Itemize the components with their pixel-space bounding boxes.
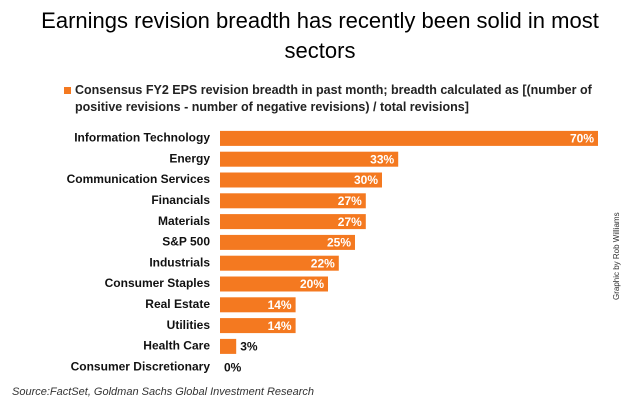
value-label: 70% — [570, 132, 594, 146]
bar — [220, 214, 366, 230]
y-tick-label: Materials — [158, 214, 210, 228]
value-label: 25% — [327, 236, 351, 250]
source: Source:FactSet, Goldman Sachs Global Inv… — [12, 386, 315, 398]
value-label: 20% — [300, 277, 324, 291]
y-tick-label: Industrials — [149, 255, 210, 269]
bar — [220, 255, 339, 271]
bar — [220, 297, 296, 313]
bar — [220, 193, 366, 209]
bar — [220, 151, 399, 167]
y-tick-label: Financials — [151, 193, 210, 207]
y-tick-label: Utilities — [167, 318, 211, 332]
bar — [220, 276, 328, 292]
y-tick-label: Health Care — [143, 339, 210, 353]
y-tick-label: Real Estate — [145, 297, 210, 311]
value-label: 3% — [240, 340, 258, 354]
value-label: 14% — [268, 298, 292, 312]
chart-title: Earnings revision breadth has recently b… — [41, 8, 599, 63]
value-label: 14% — [268, 319, 292, 333]
credit: Graphic by Rob Williams — [612, 212, 621, 300]
value-label: 27% — [338, 215, 362, 229]
legend-swatch — [64, 87, 71, 94]
y-tick-label: Consumer Discretionary — [71, 359, 211, 373]
legend-label: Consensus FY2 EPS revision breadth in pa… — [75, 83, 592, 114]
value-label: 27% — [338, 194, 362, 208]
bar — [220, 172, 382, 188]
bar — [220, 234, 355, 250]
y-tick-label: S&P 500 — [162, 235, 210, 249]
bar — [220, 318, 296, 334]
y-tick-label: Energy — [169, 151, 210, 165]
value-label: 0% — [224, 360, 242, 374]
bar — [220, 338, 237, 354]
y-tick-label: Consumer Staples — [105, 276, 211, 290]
legend: Consensus FY2 EPS revision breadth in pa… — [64, 82, 624, 116]
value-label: 22% — [311, 256, 335, 270]
bar — [220, 130, 598, 146]
y-tick-label: Information Technology — [74, 131, 210, 145]
y-tick-label: Communication Services — [67, 172, 211, 186]
value-label: 30% — [354, 173, 378, 187]
value-label: 33% — [370, 152, 394, 166]
